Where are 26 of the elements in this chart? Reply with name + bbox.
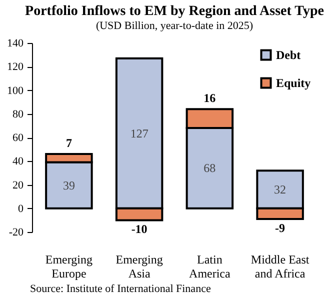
data-label: -9	[275, 221, 286, 236]
legend-label: Equity	[276, 76, 311, 90]
x-tick-label: Emerging Asia	[116, 252, 163, 280]
data-label: -10	[131, 222, 148, 236]
x-tick-label: Emerging Europe	[45, 252, 92, 280]
chart-title: Portfolio Inflows to EM by Region and Asset Type	[25, 4, 324, 19]
source-note: Source: Institute of International Finance	[30, 283, 211, 295]
y-tick-label: -20	[8, 226, 24, 238]
data-label: 68	[204, 161, 216, 176]
x-tick-label: Middle East and Africa	[250, 252, 310, 280]
data-label: 39	[62, 178, 75, 192]
x-tick-label: Latin America	[189, 252, 232, 280]
data-label: 7	[66, 136, 72, 150]
y-tick-label: 40	[12, 156, 24, 168]
chart-subtitle: (USD Billion, year-to-date in 2025)	[96, 20, 254, 32]
y-tick-label: 100	[7, 84, 24, 97]
y-tick-label: 80	[12, 108, 24, 120]
y-tick-label: 20	[12, 179, 24, 192]
legend-label: Debt	[276, 48, 301, 62]
y-tick-label: 140	[7, 38, 24, 50]
data-label: 32	[274, 182, 286, 196]
y-tick-label: 120	[7, 61, 24, 74]
y-tick-label: 0	[18, 202, 24, 215]
data-label: 16	[204, 91, 216, 106]
data-label: 127	[130, 126, 148, 140]
y-tick-label: 60	[12, 132, 24, 144]
